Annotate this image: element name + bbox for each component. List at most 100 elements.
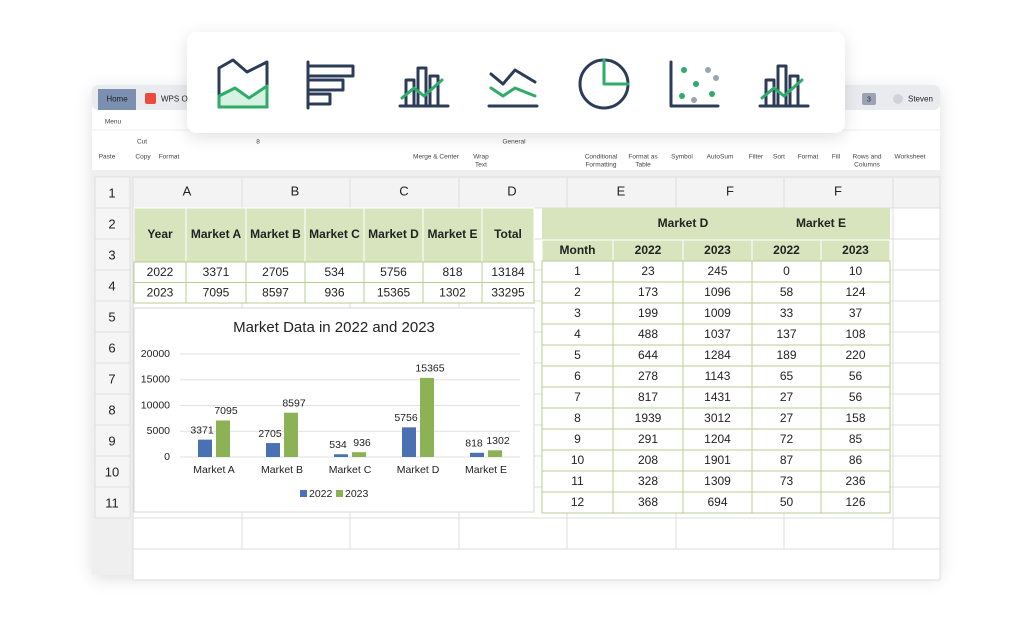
table-cell-text: 7 <box>574 390 581 404</box>
toolbar-label[interactable]: Fill <box>832 154 841 161</box>
avatar <box>893 94 903 104</box>
table-cell-text: 87 <box>780 453 794 467</box>
chart-title: Market Data in 2022 and 2023 <box>233 319 435 336</box>
x-tick-label: Market B <box>261 464 303 476</box>
toolbar-label[interactable]: Symbol <box>671 154 693 161</box>
toolbar-label[interactable]: Format <box>159 154 180 161</box>
toolbar-label[interactable]: Format <box>798 154 819 161</box>
table-header: Market E <box>427 227 477 241</box>
toolbar-label[interactable]: Format as <box>628 154 658 161</box>
toolbar-label[interactable]: Formatting <box>585 162 616 169</box>
toolbar-label[interactable]: AutoSum <box>707 154 734 161</box>
table-cell-text: 5 <box>574 348 581 362</box>
table-cell-text: 58 <box>780 285 794 299</box>
table-cell-text: 50 <box>780 495 794 509</box>
pie-icon[interactable] <box>578 58 630 110</box>
toolbar-label[interactable]: Columns <box>854 162 880 169</box>
table-header: Market A <box>191 227 242 241</box>
line-icon[interactable] <box>487 68 539 108</box>
x-tick-label: Market C <box>329 464 372 476</box>
table-cell-text: 72 <box>780 432 794 446</box>
column-header: C <box>399 183 408 198</box>
chart-type-bar <box>187 32 845 133</box>
cell <box>349 517 460 550</box>
table-cell-text: 0 <box>783 264 790 278</box>
combo-icon[interactable] <box>758 64 810 108</box>
cell <box>892 393 941 426</box>
row-header: 11 <box>105 495 119 510</box>
table-cell-text: 368 <box>638 495 658 509</box>
table-cell-text: 818 <box>442 265 462 279</box>
cell <box>892 207 941 240</box>
table-header: Total <box>494 227 522 241</box>
table-cell-text: 126 <box>845 495 865 509</box>
cell <box>132 548 941 581</box>
scatter-icon[interactable] <box>669 60 720 108</box>
table-cell <box>481 282 535 304</box>
table-cell-text: 9 <box>574 432 581 446</box>
toolbar-label[interactable]: Conditional <box>585 154 618 161</box>
row-header: 9 <box>108 433 115 448</box>
toolbar-label[interactable]: Wrap <box>473 154 489 161</box>
table-cell-text: 1 <box>574 264 581 278</box>
data-label: 15365 <box>415 363 444 375</box>
toolbar-label[interactable]: Filter <box>749 154 764 161</box>
table-cell-text: 2022 <box>147 265 174 279</box>
table-cell-text: 1009 <box>704 306 731 320</box>
table-cell-text: 23 <box>641 264 655 278</box>
column-header: B <box>291 183 300 198</box>
row-header: 10 <box>105 464 119 479</box>
column-icon[interactable] <box>398 66 450 108</box>
row-header-cell <box>94 300 131 333</box>
toolbar-label[interactable]: Sort <box>773 154 785 161</box>
legend-swatch <box>336 490 343 497</box>
toolbar-label[interactable]: Rows and <box>853 154 882 161</box>
toolbar-label[interactable]: Worksheet <box>895 154 926 161</box>
cell <box>132 176 243 209</box>
toolbar-label[interactable]: Text <box>475 162 487 169</box>
data-label: 7095 <box>214 405 238 417</box>
table-cell-text: 1204 <box>704 432 731 446</box>
row-header-cell <box>94 269 131 302</box>
table-cell-text: 1284 <box>704 348 731 362</box>
table-header-bg <box>134 208 534 262</box>
table-cell-text: 173 <box>638 285 658 299</box>
table-cell-text: 2023 <box>147 286 174 300</box>
row-header: 5 <box>108 309 115 324</box>
cell <box>892 362 941 395</box>
table-cell-text: 65 <box>780 369 794 383</box>
x-tick-label: Market E <box>465 464 507 476</box>
cell <box>892 517 941 550</box>
toolbar-label[interactable]: Cut <box>137 139 147 146</box>
area-icon[interactable] <box>217 58 269 109</box>
toolbar-label[interactable]: Copy <box>135 154 151 161</box>
row-header-cell <box>94 331 131 364</box>
toolbar-label[interactable]: Paste <box>99 154 116 161</box>
bar <box>216 420 230 457</box>
doc-tab-label: WPS O <box>161 95 188 104</box>
table-cell-text: 108 <box>845 327 865 341</box>
table-cell-text: 13184 <box>491 265 525 279</box>
row-header-cell <box>94 176 131 209</box>
table-cell-text: 3371 <box>203 265 230 279</box>
row-header: 4 <box>108 278 115 293</box>
row-header-cell <box>94 362 131 395</box>
y-tick-label: 15000 <box>141 374 170 386</box>
y-tick-label: 20000 <box>141 348 170 360</box>
data-label: 936 <box>353 437 371 449</box>
row-header-cell <box>94 238 131 271</box>
bar-h-icon[interactable] <box>306 60 355 110</box>
row-header-cell <box>94 486 131 519</box>
table-cell-text: 644 <box>638 348 658 362</box>
bar <box>266 443 280 457</box>
cell <box>566 176 677 209</box>
toolbar-label[interactable]: Menu <box>105 119 122 126</box>
toolbar-label[interactable]: General <box>502 139 526 146</box>
toolbar-label[interactable]: Merge & Center <box>413 154 460 161</box>
toolbar-label[interactable]: 8 <box>256 139 260 146</box>
home-tab[interactable] <box>98 89 136 110</box>
toolbar-label[interactable]: Table <box>635 162 651 169</box>
doc-icon <box>145 93 156 104</box>
table-cell-text: 158 <box>845 411 865 425</box>
